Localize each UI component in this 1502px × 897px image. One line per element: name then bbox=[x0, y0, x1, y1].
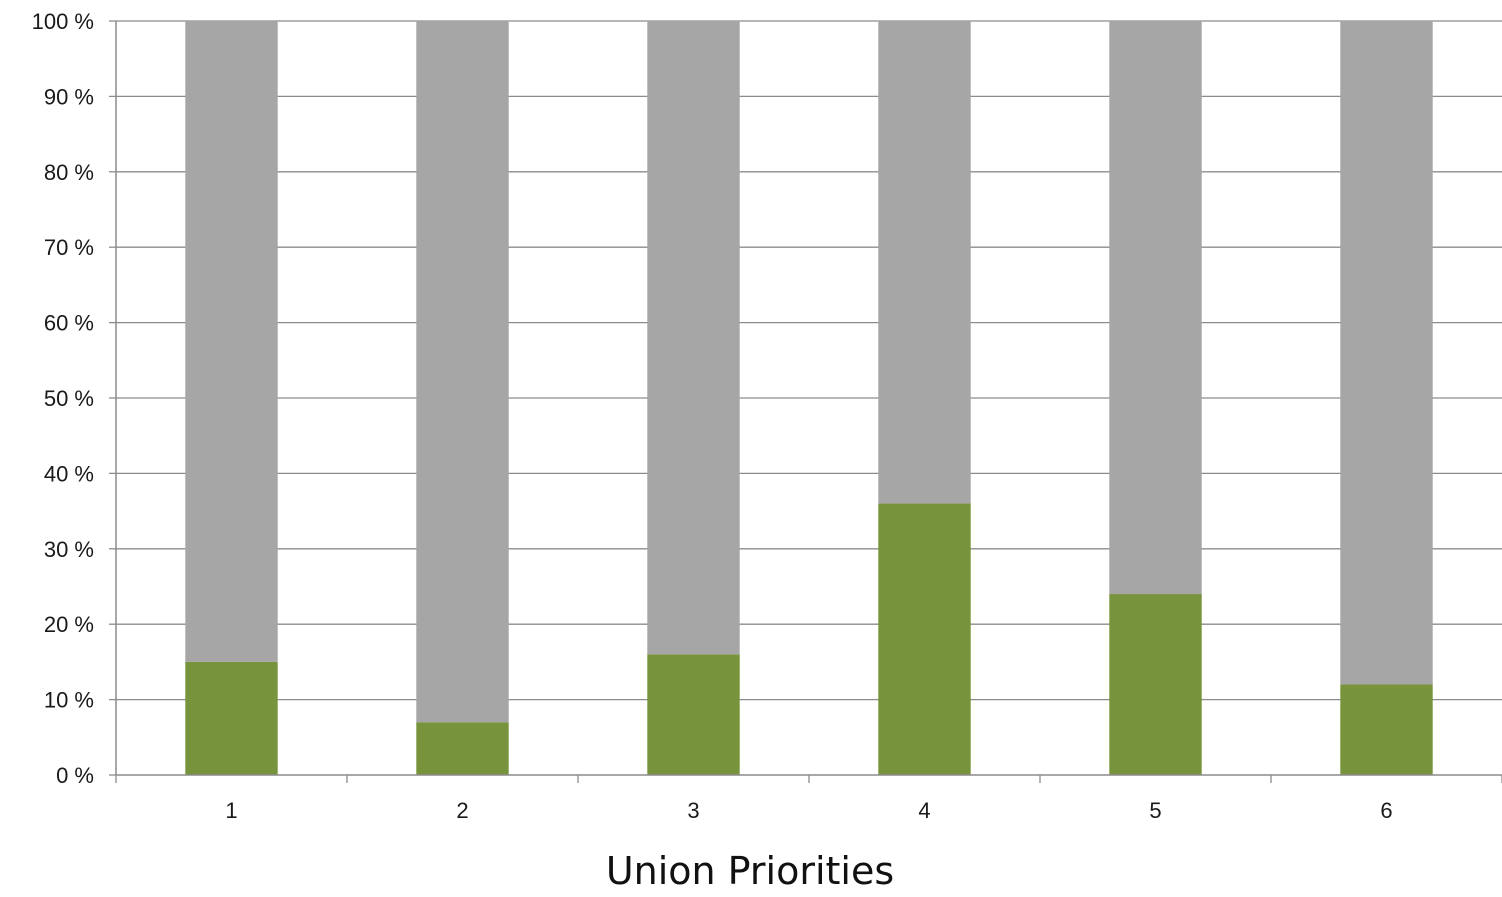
x-axis-title: Union Priorities bbox=[606, 849, 894, 892]
y-tick-label: 30 % bbox=[44, 537, 94, 562]
y-tick-labels: 0 % 10 % 20 % 30 % 40 % 50 % 60 % 70 % 80 % 90 % 1… bbox=[32, 9, 94, 788]
x-tick-label: 6 bbox=[1380, 798, 1392, 823]
y-tick-label: 90 % bbox=[44, 84, 94, 109]
gridlines bbox=[116, 20, 1502, 701]
y-tick-label: 70 % bbox=[44, 235, 94, 260]
x-tick-label: 3 bbox=[687, 798, 699, 823]
bar-segment-green bbox=[416, 722, 509, 775]
axes bbox=[109, 20, 1502, 783]
x-tick-labels: 1 2 3 4 5 6 bbox=[225, 798, 1392, 823]
y-tick-label: 50 % bbox=[44, 386, 94, 411]
bar-segment-gray bbox=[185, 21, 278, 662]
y-tick-label: 10 % bbox=[44, 688, 94, 713]
x-tick-label: 4 bbox=[918, 798, 930, 823]
y-tick-label: 0 % bbox=[56, 763, 94, 788]
bar-segment-gray bbox=[878, 21, 971, 504]
y-tick-label: 40 % bbox=[44, 461, 94, 486]
bar-segment-gray bbox=[1340, 21, 1433, 685]
bar-segment-gray bbox=[1109, 21, 1202, 595]
x-tick-label: 1 bbox=[225, 798, 237, 823]
bar-segment-green bbox=[1109, 594, 1202, 775]
y-tick-label: 80 % bbox=[44, 160, 94, 185]
y-tick-label: 20 % bbox=[44, 612, 94, 637]
x-tick-label: 5 bbox=[1149, 798, 1161, 823]
bar-segment-gray bbox=[416, 21, 509, 723]
bar-segment-gray bbox=[647, 21, 740, 655]
x-tick-label: 2 bbox=[456, 798, 468, 823]
y-tick-label: 60 % bbox=[44, 311, 94, 336]
bar-segment-green bbox=[878, 503, 971, 775]
y-tick-label: 100 % bbox=[32, 9, 94, 34]
bar-segment-green bbox=[185, 661, 278, 775]
bars bbox=[185, 21, 1433, 775]
bar-segment-green bbox=[1340, 684, 1433, 775]
bar-segment-green bbox=[647, 654, 740, 775]
